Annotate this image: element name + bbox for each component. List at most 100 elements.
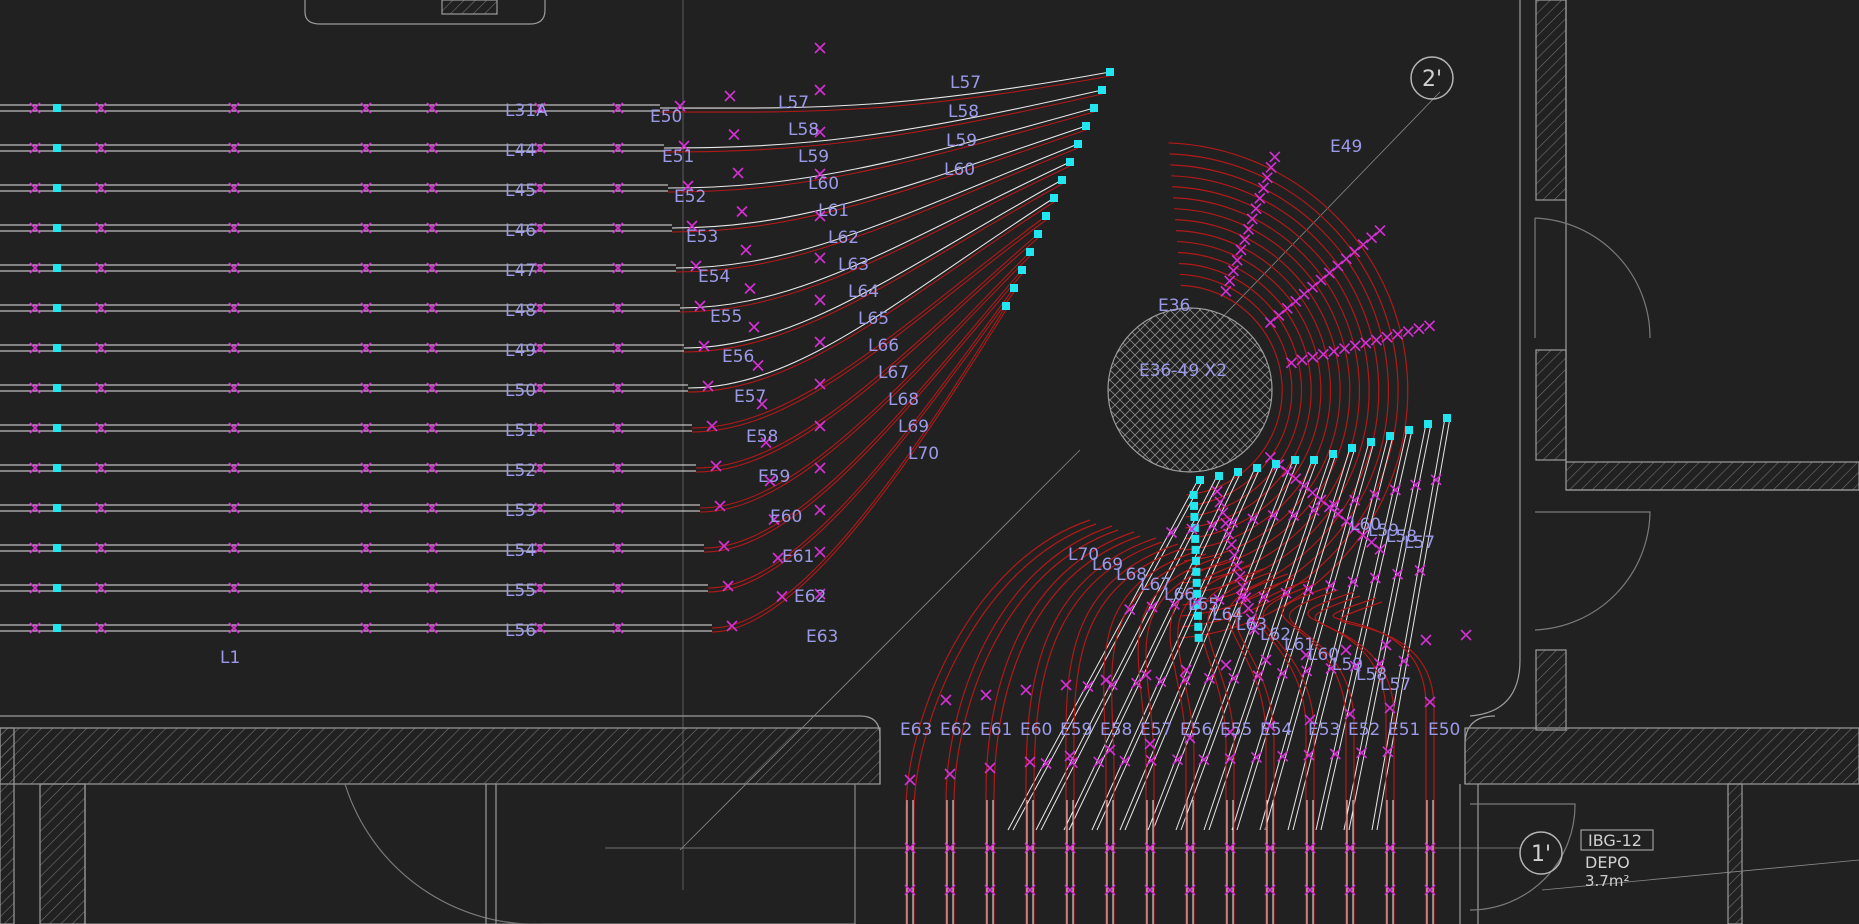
fitting-mark bbox=[1250, 751, 1262, 763]
fitting-mark bbox=[904, 774, 916, 786]
fitting-mark bbox=[1414, 564, 1426, 577]
fitting-mark bbox=[1349, 340, 1361, 352]
arc-run bbox=[1177, 251, 1312, 529]
fitting-mark bbox=[95, 102, 107, 114]
top-fan-label: L68 bbox=[888, 390, 919, 410]
conduit-line bbox=[1091, 467, 1256, 831]
fitting-mark bbox=[534, 262, 546, 274]
fitting-mark bbox=[1301, 665, 1313, 677]
fitting-mark bbox=[29, 542, 41, 554]
fitting-mark bbox=[1184, 732, 1196, 744]
arc-run bbox=[1174, 208, 1351, 573]
conduit-line bbox=[1259, 441, 1370, 831]
fitting-mark bbox=[1066, 757, 1078, 769]
mid-label: E58 bbox=[746, 427, 778, 447]
fitting-mark bbox=[1349, 660, 1361, 672]
fitting-mark bbox=[1332, 508, 1344, 520]
fitting-end bbox=[1106, 68, 1114, 76]
arc-run bbox=[1288, 589, 1355, 924]
fitting-mark bbox=[1235, 244, 1247, 256]
bottom-arc-label: E63 bbox=[900, 720, 932, 740]
fitting-end bbox=[53, 344, 61, 352]
fitting-mark bbox=[1140, 669, 1152, 681]
fitting-mark bbox=[1242, 223, 1255, 235]
fitting-mark bbox=[228, 222, 240, 234]
fitting-mark bbox=[1369, 489, 1381, 501]
fitting-mark bbox=[1104, 744, 1116, 756]
conduit-bend bbox=[679, 161, 1071, 309]
section-marker-2: 2' bbox=[1410, 56, 1454, 100]
fitting-mark bbox=[944, 884, 956, 896]
fitting-mark bbox=[228, 342, 240, 354]
fitting-end bbox=[1189, 490, 1198, 499]
fitting-mark bbox=[228, 302, 240, 314]
fitting-mark bbox=[1222, 528, 1235, 540]
conduit-line bbox=[1012, 479, 1204, 831]
fitting-mark bbox=[95, 422, 107, 434]
arc-run bbox=[1180, 284, 1283, 496]
fitting-mark bbox=[426, 422, 438, 434]
fitting-mark bbox=[1264, 316, 1276, 329]
fitting-mark bbox=[1315, 494, 1327, 506]
conduit-line bbox=[1287, 435, 1389, 831]
bottom-arc-label: E55 bbox=[1220, 720, 1252, 740]
fitting-mark bbox=[1024, 884, 1036, 896]
fitting-mark bbox=[29, 102, 41, 114]
fitting-mark bbox=[1227, 265, 1240, 277]
fitting-mark bbox=[940, 694, 952, 706]
fitting-mark bbox=[1344, 708, 1356, 720]
fitting-mark bbox=[1308, 504, 1320, 516]
conduit-line bbox=[1007, 479, 1199, 831]
fitting-mark bbox=[1374, 543, 1386, 555]
fitting-end bbox=[1026, 248, 1034, 256]
room-tag: IBG-12 DEPO 3.7m² bbox=[1580, 829, 1654, 890]
fitting-end bbox=[1329, 450, 1337, 458]
fitting-mark bbox=[1298, 480, 1310, 492]
fitting-end bbox=[1367, 438, 1375, 446]
fitting-end bbox=[53, 104, 61, 112]
bottom-arc-label: E52 bbox=[1348, 720, 1380, 740]
fitting-mark bbox=[1325, 579, 1337, 592]
fitting-mark bbox=[1224, 275, 1236, 287]
fitting-mark bbox=[814, 84, 826, 96]
arc-run bbox=[1176, 240, 1322, 540]
bottom-arc-label: E59 bbox=[1060, 720, 1092, 740]
fitting-mark bbox=[1217, 507, 1229, 519]
conduit-bend bbox=[683, 179, 1063, 349]
fitting-end bbox=[53, 224, 61, 232]
fitting-end bbox=[53, 144, 61, 152]
fitting-mark bbox=[360, 262, 372, 274]
fitting-mark bbox=[1203, 672, 1216, 684]
fitting-mark bbox=[710, 460, 722, 472]
bottom-upper-label: L58 bbox=[1356, 665, 1387, 685]
arc-run bbox=[1262, 583, 1317, 924]
conduit-bend bbox=[667, 111, 1095, 193]
fitting-mark bbox=[360, 502, 372, 514]
bottom-upper-label: L58 bbox=[1386, 527, 1417, 547]
fitting-mark bbox=[1424, 842, 1436, 854]
fitting-mark bbox=[814, 42, 826, 54]
left-label: L56 bbox=[505, 621, 536, 641]
fitting-mark bbox=[612, 182, 624, 194]
mid-label: E63 bbox=[806, 627, 838, 647]
label-e36-49-x2: E36-49 X2 bbox=[1139, 361, 1227, 381]
fitting-mark bbox=[984, 884, 996, 896]
fitting-mark bbox=[674, 100, 686, 112]
fitting-end bbox=[1234, 468, 1242, 476]
fitting-mark bbox=[426, 462, 438, 474]
top-fan-label: L67 bbox=[878, 363, 909, 383]
fitting-end bbox=[1190, 512, 1199, 521]
bottom-upper-label: L70 bbox=[1068, 545, 1099, 565]
label-e36: E36 bbox=[1158, 296, 1190, 316]
conduit-line bbox=[1231, 447, 1351, 831]
fitting-end bbox=[53, 584, 61, 592]
fitting-mark bbox=[360, 542, 372, 554]
arc-run bbox=[1314, 595, 1395, 924]
arc-run bbox=[1171, 175, 1380, 606]
fitting-end bbox=[53, 184, 61, 192]
bottom-upper-label: L60 bbox=[1308, 645, 1339, 665]
conduit-bend bbox=[703, 269, 1023, 549]
fitting-mark bbox=[1248, 623, 1260, 636]
left-label: L49 bbox=[505, 341, 536, 361]
